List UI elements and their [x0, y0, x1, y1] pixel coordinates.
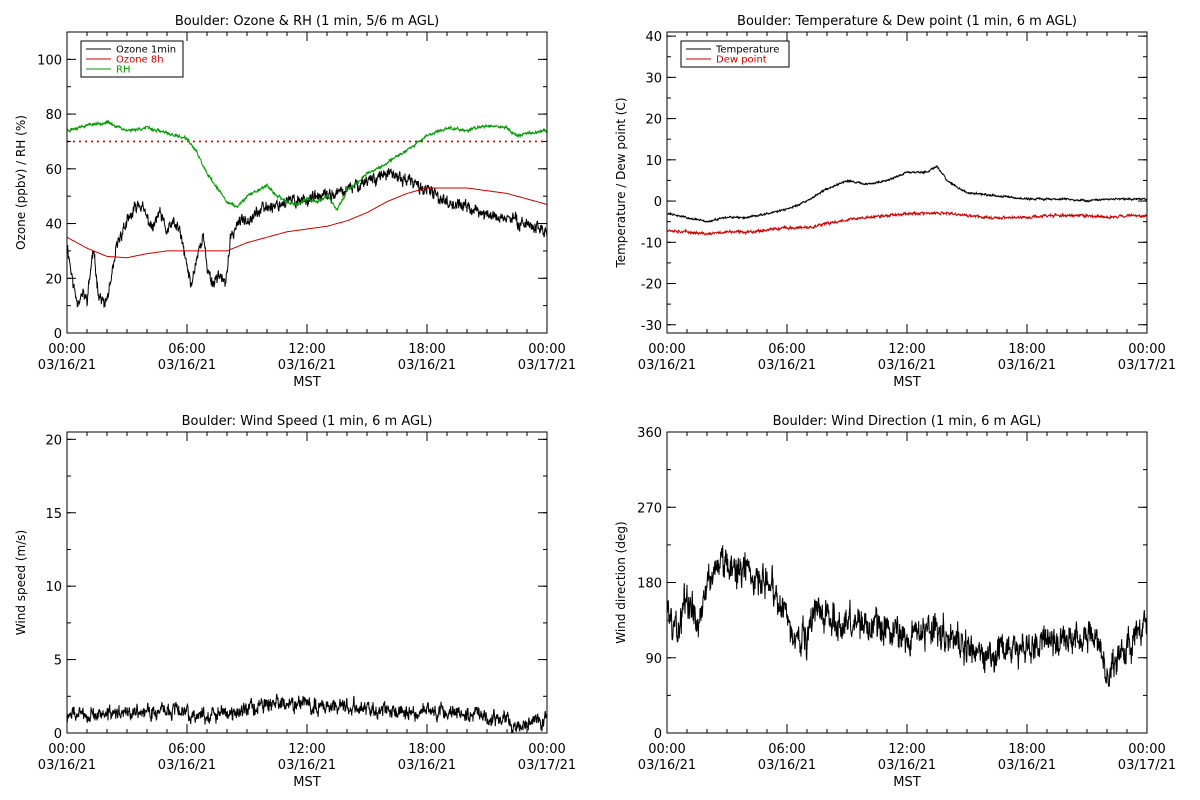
- chart-title: Boulder: Wind Direction (1 min, 6 m AGL): [773, 414, 1042, 429]
- y-tick-label: 0: [54, 727, 62, 742]
- series-line-0: [667, 165, 1147, 224]
- legend-box: [680, 40, 790, 68]
- y-tick-label: -30: [641, 319, 662, 334]
- x-tick-label-time: 06:00: [768, 342, 805, 357]
- y-axis-label: Wind direction (deg): [614, 521, 628, 643]
- x-tick-label-time: 00:00: [648, 742, 685, 757]
- y-axis-label: Wind speed (m/s): [14, 530, 28, 635]
- x-tick-label-time: 12:00: [288, 342, 325, 357]
- x-tick-label-time: 00:00: [1128, 342, 1165, 357]
- x-axis-label: MST: [893, 375, 920, 390]
- x-tick-label-date: 03/16/21: [998, 358, 1056, 373]
- x-tick-label-time: 12:00: [888, 342, 925, 357]
- x-tick-label-time: 06:00: [768, 742, 805, 757]
- x-tick-label-date: 03/16/21: [638, 358, 696, 373]
- y-tick-label: -20: [641, 278, 662, 293]
- y-tick-label: 40: [45, 218, 62, 233]
- x-tick-label-date: 03/16/21: [638, 758, 696, 773]
- y-tick-label: 180: [637, 577, 662, 592]
- y-tick-label: 10: [45, 580, 62, 595]
- series-line-1: [67, 187, 547, 259]
- y-tick-label: 20: [45, 433, 62, 448]
- plot-frame: [666, 31, 1148, 334]
- series-line-2: [67, 119, 547, 212]
- y-tick-label: 20: [645, 113, 662, 128]
- chart-wind_speed: Boulder: Wind Speed (1 min, 6 m AGL) 0 5 10…: [14, 414, 576, 790]
- x-tick-label-date: 03/16/21: [398, 758, 456, 773]
- chart-title: Boulder: Wind Speed (1 min, 6 m AGL): [182, 414, 433, 429]
- x-tick-label-date: 03/16/21: [38, 358, 96, 373]
- x-tick-label-date: 03/16/21: [878, 358, 936, 373]
- x-tick-label-time: 00:00: [528, 342, 565, 357]
- y-tick-label: 60: [45, 163, 62, 178]
- x-tick-label-date: 03/16/21: [158, 758, 216, 773]
- chart-title: Boulder: Temperature & Dew point (1 min,…: [737, 14, 1077, 29]
- y-axis-label: Temperature / Dew point (C): [614, 97, 628, 268]
- x-tick-label-time: 12:00: [288, 742, 325, 757]
- x-tick-label-time: 00:00: [48, 342, 85, 357]
- y-tick-label: 20: [45, 272, 62, 287]
- chart-wind_dir: Boulder: Wind Direction (1 min, 6 m AGL)…: [614, 414, 1176, 790]
- x-tick-label-time: 12:00: [888, 742, 925, 757]
- x-axis-label: MST: [893, 775, 920, 790]
- x-axis-label: MST: [293, 775, 320, 790]
- y-tick-label: 0: [54, 327, 62, 342]
- y-tick-label: 0: [654, 195, 662, 210]
- plot-frame: [666, 431, 1148, 734]
- y-tick-label: 10: [645, 154, 662, 169]
- legend-label: Dew point: [716, 55, 767, 66]
- x-tick-label-time: 18:00: [408, 742, 445, 757]
- x-tick-label-time: 18:00: [408, 342, 445, 357]
- x-tick-label-date: 03/17/21: [1118, 358, 1176, 373]
- y-tick-label: 0: [654, 727, 662, 742]
- x-tick-label-date: 03/16/21: [398, 358, 456, 373]
- series-line-1: [667, 210, 1147, 237]
- x-tick-label-time: 06:00: [168, 342, 205, 357]
- x-tick-label-date: 03/17/21: [518, 358, 576, 373]
- y-tick-label: 80: [45, 108, 62, 123]
- x-tick-label-time: 06:00: [168, 742, 205, 757]
- x-tick-label-date: 03/16/21: [878, 758, 936, 773]
- x-tick-label-date: 03/16/21: [278, 758, 336, 773]
- x-tick-label-time: 00:00: [528, 742, 565, 757]
- y-tick-label: 40: [645, 30, 662, 45]
- x-tick-label-date: 03/16/21: [998, 758, 1056, 773]
- x-tick-label-date: 03/17/21: [518, 758, 576, 773]
- x-tick-label-date: 03/16/21: [158, 358, 216, 373]
- plot-frame: [66, 431, 548, 734]
- y-tick-label: 100: [37, 53, 62, 68]
- y-tick-label: 5: [54, 654, 62, 669]
- x-axis-label: MST: [293, 375, 320, 390]
- legend-label: Ozone 8h: [116, 55, 164, 66]
- x-tick-label-date: 03/16/21: [278, 358, 336, 373]
- legend-label: RH: [116, 65, 130, 76]
- y-tick-label: -10: [641, 236, 662, 251]
- x-tick-label-time: 00:00: [1128, 742, 1165, 757]
- series-line-0: [667, 545, 1147, 687]
- y-tick-label: 30: [645, 71, 662, 86]
- x-tick-label-date: 03/16/21: [758, 758, 816, 773]
- x-tick-label-time: 18:00: [1008, 742, 1045, 757]
- y-tick-label: 90: [645, 652, 662, 667]
- x-tick-label-date: 03/16/21: [38, 758, 96, 773]
- y-tick-label: 15: [45, 507, 62, 522]
- x-tick-label-time: 18:00: [1008, 342, 1045, 357]
- series-line-0: [67, 693, 547, 733]
- x-tick-label-date: 03/17/21: [1118, 758, 1176, 773]
- x-tick-label-time: 00:00: [648, 342, 685, 357]
- chart-title: Boulder: Ozone & RH (1 min, 5/6 m AGL): [175, 14, 439, 29]
- chart-temp_dew: Boulder: Temperature & Dew point (1 min,…: [614, 14, 1176, 390]
- x-tick-label-date: 03/16/21: [758, 358, 816, 373]
- y-tick-label: 360: [637, 426, 662, 441]
- y-tick-label: 270: [637, 501, 662, 516]
- chart-ozone_rh: Boulder: Ozone & RH (1 min, 5/6 m AGL) 0 2…: [14, 14, 576, 390]
- y-axis-label: Ozone (ppbv) / RH (%): [14, 115, 28, 250]
- legend-label: Ozone 1min: [116, 45, 176, 56]
- x-tick-label-time: 00:00: [48, 742, 85, 757]
- legend-label: Temperature: [715, 45, 779, 56]
